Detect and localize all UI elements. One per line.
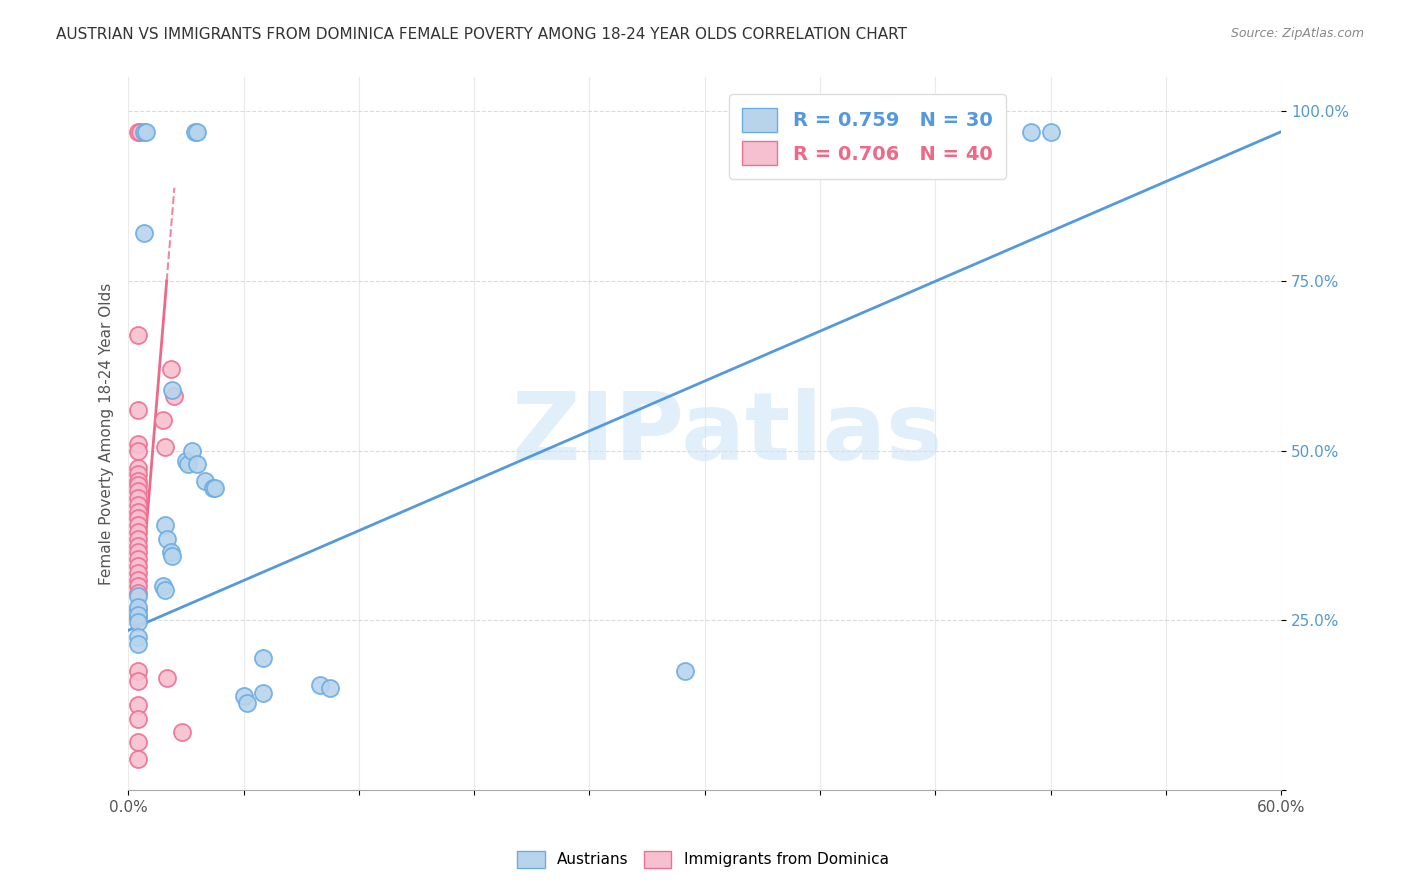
Point [127, 630, 149, 644]
Text: AUSTRIAN VS IMMIGRANTS FROM DOMINICA FEMALE POVERTY AMONG 18-24 YEAR OLDS CORREL: AUSTRIAN VS IMMIGRANTS FROM DOMINICA FEM… [56, 27, 907, 42]
Point [127, 735, 149, 749]
Point [127, 467, 149, 482]
Point [177, 457, 200, 471]
Point [186, 457, 208, 471]
Point [153, 440, 176, 454]
Point [156, 671, 179, 685]
Point [186, 125, 208, 139]
Point [127, 511, 149, 525]
Point [127, 590, 149, 604]
Point [127, 545, 149, 559]
Point [127, 752, 149, 766]
Point [132, 227, 155, 241]
Text: Source: ZipAtlas.com: Source: ZipAtlas.com [1230, 27, 1364, 40]
Point [127, 586, 149, 600]
Point [309, 678, 332, 692]
Point [132, 125, 155, 139]
Point [159, 362, 181, 376]
Point [252, 686, 274, 700]
Point [319, 681, 342, 695]
Point [163, 389, 186, 403]
Point [127, 552, 149, 566]
Point [127, 573, 149, 587]
Point [232, 690, 254, 704]
Point [127, 498, 149, 512]
Point [127, 610, 149, 624]
Point [127, 328, 149, 343]
Point [153, 518, 176, 533]
Point [127, 518, 149, 533]
Y-axis label: Female Poverty Among 18-24 Year Olds: Female Poverty Among 18-24 Year Olds [100, 283, 114, 585]
Point [127, 477, 149, 491]
Point [127, 443, 149, 458]
Point [162, 549, 184, 563]
Point [128, 125, 150, 139]
Point [201, 481, 224, 495]
Point [174, 454, 197, 468]
Point [127, 599, 149, 614]
Point [127, 474, 149, 488]
Point [194, 474, 217, 488]
Legend: R = 0.759   N = 30, R = 0.706   N = 40: R = 0.759 N = 30, R = 0.706 N = 40 [728, 95, 1007, 178]
Point [127, 125, 149, 139]
Legend: Austrians, Immigrants from Dominica: Austrians, Immigrants from Dominica [512, 845, 894, 873]
Point [127, 603, 149, 617]
Point [127, 539, 149, 553]
Point [204, 481, 226, 495]
Point [127, 607, 149, 622]
Point [162, 383, 184, 397]
Point [127, 460, 149, 475]
Point [127, 437, 149, 451]
Point [127, 712, 149, 726]
Point [180, 443, 202, 458]
Point [170, 725, 193, 739]
Point [127, 579, 149, 593]
Point [159, 545, 181, 559]
Point [127, 698, 149, 712]
Point [127, 491, 149, 505]
Point [236, 696, 259, 710]
Point [127, 615, 149, 629]
Point [1021, 125, 1043, 139]
Point [127, 637, 149, 651]
Point [127, 664, 149, 678]
Point [127, 484, 149, 499]
Point [127, 558, 149, 573]
Point [252, 650, 274, 665]
Point [127, 505, 149, 519]
Point [184, 125, 207, 139]
Point [127, 532, 149, 546]
Point [153, 582, 176, 597]
Point [1039, 125, 1062, 139]
Point [127, 566, 149, 580]
Point [127, 403, 149, 417]
Point [135, 125, 157, 139]
Point [675, 664, 697, 678]
Point [127, 524, 149, 539]
Text: ZIPatlas: ZIPatlas [512, 388, 943, 480]
Point [152, 413, 174, 427]
Point [751, 125, 773, 139]
Point [156, 532, 179, 546]
Point [152, 579, 174, 593]
Point [127, 674, 149, 689]
